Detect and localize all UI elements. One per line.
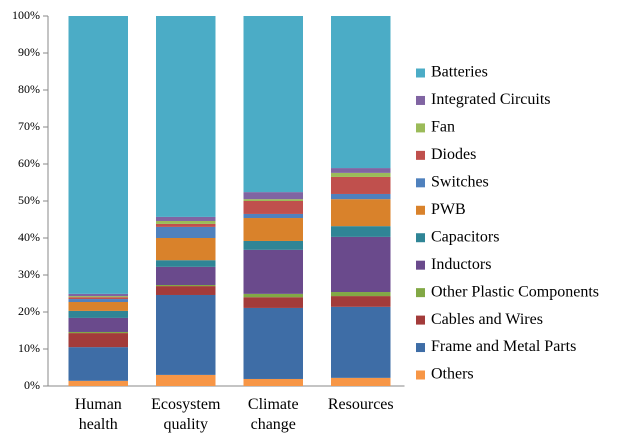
y-tick-label: 20%	[18, 304, 40, 318]
bar-segment	[243, 249, 303, 294]
bar-segment	[331, 306, 391, 378]
bar-segment	[68, 317, 128, 332]
legend-swatch	[416, 205, 425, 215]
bar-segment	[331, 176, 391, 194]
legend-swatch	[416, 123, 425, 133]
bar-segment	[331, 193, 391, 200]
bar-segment	[68, 347, 128, 381]
y-tick-label: 80%	[18, 82, 40, 96]
bar-segment	[156, 260, 216, 267]
y-tick-label: 40%	[18, 230, 40, 244]
bar-segment	[331, 226, 391, 237]
bar-segment	[331, 236, 391, 293]
y-tick-label: 60%	[18, 156, 40, 170]
y-tick-label: 100%	[12, 8, 40, 22]
y-tick-label: 70%	[18, 119, 40, 133]
legend-label: Other Plastic Components	[431, 283, 599, 300]
x-tick-label: Ecosystem quality	[151, 396, 221, 433]
bar-segment	[68, 16, 128, 294]
bar-segment	[331, 168, 391, 173]
bar-segment	[243, 297, 303, 308]
bar-segment	[68, 380, 128, 386]
legend-swatch	[416, 95, 425, 105]
bar-segment	[156, 374, 216, 386]
bar-segment	[68, 296, 128, 298]
bar-segment	[156, 16, 216, 217]
bar-segment	[68, 299, 128, 303]
y-tick-label: 0%	[24, 378, 40, 392]
bar-segment	[68, 333, 128, 348]
legend-swatch	[416, 260, 425, 270]
bar-segment	[68, 293, 128, 297]
legend-swatch	[416, 288, 425, 298]
y-tick-label: 30%	[18, 267, 40, 281]
bar-segment	[331, 16, 391, 169]
bar-segment	[243, 240, 303, 250]
bar-segment	[156, 223, 216, 227]
bar-segment	[68, 331, 128, 334]
bar-segment	[156, 226, 216, 238]
bar-segment	[68, 310, 128, 318]
legend-label: Switches	[431, 173, 489, 190]
bar-segment	[156, 266, 216, 285]
bar-segment	[156, 294, 216, 375]
bar-segment	[68, 302, 128, 311]
legend-label: PWB	[431, 201, 466, 218]
legend-label: Frame and Metal Parts	[431, 338, 576, 355]
bar-segment	[243, 307, 303, 379]
bar-segment	[243, 378, 303, 386]
legend-swatch	[416, 315, 425, 325]
bar-segment	[156, 284, 216, 287]
legend-label: Cables and Wires	[431, 311, 543, 328]
legend-swatch	[416, 233, 425, 243]
legend-label: Inductors	[431, 256, 491, 273]
legend-swatch	[416, 68, 425, 78]
x-tick-label: Human health	[74, 396, 122, 433]
y-tick-label: 90%	[18, 45, 40, 59]
legend-label: Integrated Circuits	[431, 91, 551, 108]
bar-segment	[331, 199, 391, 227]
legend-label: Capacitors	[431, 228, 499, 245]
bar-segment	[331, 292, 391, 297]
bar-segment	[331, 172, 391, 177]
bar-segment	[156, 220, 216, 224]
bar-segment	[68, 297, 128, 300]
legend-swatch	[416, 370, 425, 380]
legend-label: Batteries	[431, 64, 488, 81]
bar-segment	[156, 286, 216, 295]
bar-segment	[243, 192, 303, 200]
bar-segment	[243, 16, 303, 193]
bar-segment	[156, 216, 216, 221]
legend-swatch	[416, 150, 425, 160]
bar-segment	[156, 238, 216, 261]
bar-segment	[243, 201, 303, 214]
bar-segment	[331, 377, 391, 386]
bar-segment	[243, 213, 303, 219]
bar-segment	[243, 293, 303, 298]
legend-label: Others	[431, 366, 474, 383]
legend-label: Fan	[431, 119, 455, 136]
bar-segment	[243, 199, 303, 201]
bar-segment	[243, 218, 303, 241]
legend-swatch	[416, 178, 425, 188]
legend-label: Diodes	[431, 146, 476, 163]
x-tick-label: Climate change	[247, 396, 299, 433]
legend-swatch	[416, 343, 425, 353]
x-tick-label: Resources	[327, 396, 394, 413]
y-tick-label: 10%	[18, 341, 40, 355]
y-tick-label: 50%	[18, 193, 40, 207]
bar-segment	[331, 296, 391, 307]
